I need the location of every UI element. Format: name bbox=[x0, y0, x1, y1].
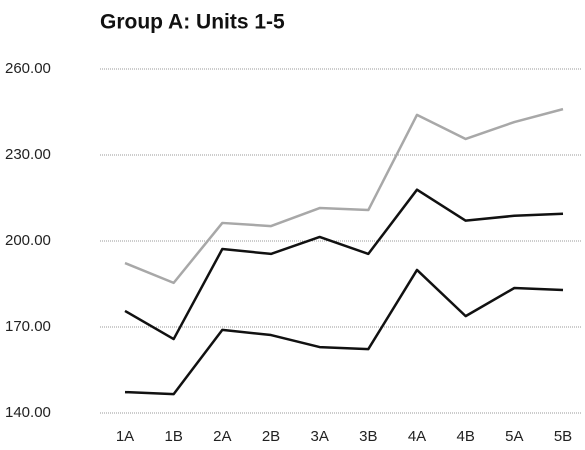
x-tick-label: 1A bbox=[116, 428, 134, 445]
series-line bbox=[124, 268, 564, 396]
y-tick-label: 200.00 bbox=[5, 232, 51, 249]
x-tick-label: 3B bbox=[359, 428, 377, 445]
y-tick-label: 260.00 bbox=[5, 60, 51, 77]
y-tick-label: 140.00 bbox=[5, 404, 51, 421]
x-tick-label: 2B bbox=[262, 428, 280, 445]
x-tick-label: 4A bbox=[408, 428, 426, 445]
x-tick-label: 2A bbox=[213, 428, 231, 445]
series-line bbox=[124, 188, 564, 341]
y-tick-label: 230.00 bbox=[5, 146, 51, 163]
y-tick-label: 170.00 bbox=[5, 318, 51, 335]
x-tick-label: 4B bbox=[456, 428, 474, 445]
x-tick-label: 5B bbox=[554, 428, 572, 445]
x-tick-label: 5A bbox=[505, 428, 523, 445]
x-tick-label: 1B bbox=[164, 428, 182, 445]
series-line bbox=[124, 107, 564, 285]
chart-title: Group A: Units 1-5 bbox=[100, 11, 285, 34]
x-tick-label: 3A bbox=[310, 428, 328, 445]
